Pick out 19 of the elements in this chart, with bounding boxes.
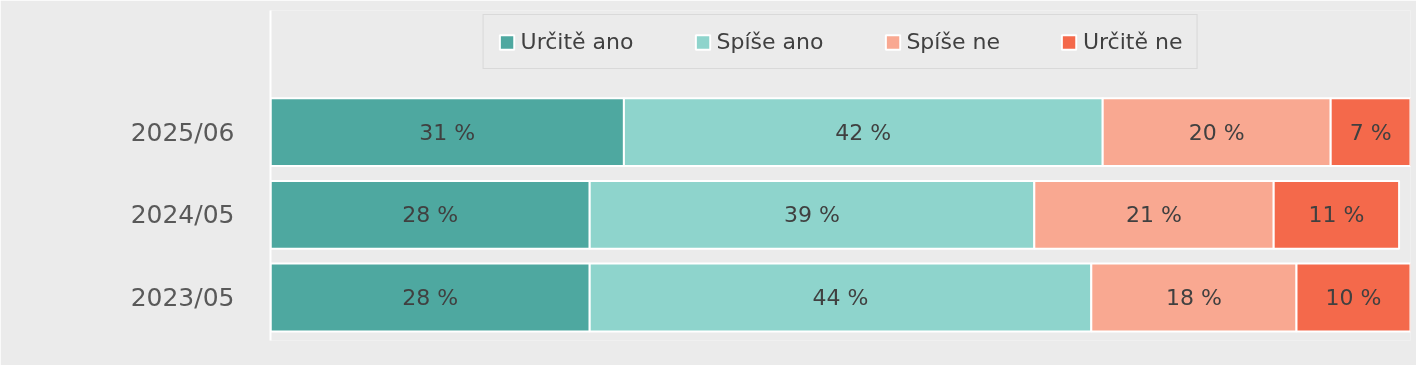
y-tick-label: 2023/05 [130,282,235,312]
data-label: 28 % [402,284,459,310]
data-label: 39 % [784,202,840,228]
data-label: 44 % [812,284,869,310]
data-label: 28 % [402,202,459,228]
data-label: 10 % [1325,284,1382,310]
data-label: 11 % [1308,202,1365,228]
y-tick-label: 2024/05 [130,200,235,230]
legend-label: Spíše ne [906,29,1000,54]
legend-label: Spíše ano [716,29,824,54]
legend-label: Určitě ne [1082,29,1183,54]
data-label: 7 % [1349,119,1392,145]
data-label: 20 % [1188,119,1245,145]
data-label: 42 % [835,119,892,145]
data-label: 18 % [1165,284,1222,310]
data-label: 21 % [1126,202,1182,228]
legend-label: Určitě ano [520,29,634,54]
y-tick-label: 2025/06 [130,117,235,147]
data-label: 31 % [419,119,476,145]
